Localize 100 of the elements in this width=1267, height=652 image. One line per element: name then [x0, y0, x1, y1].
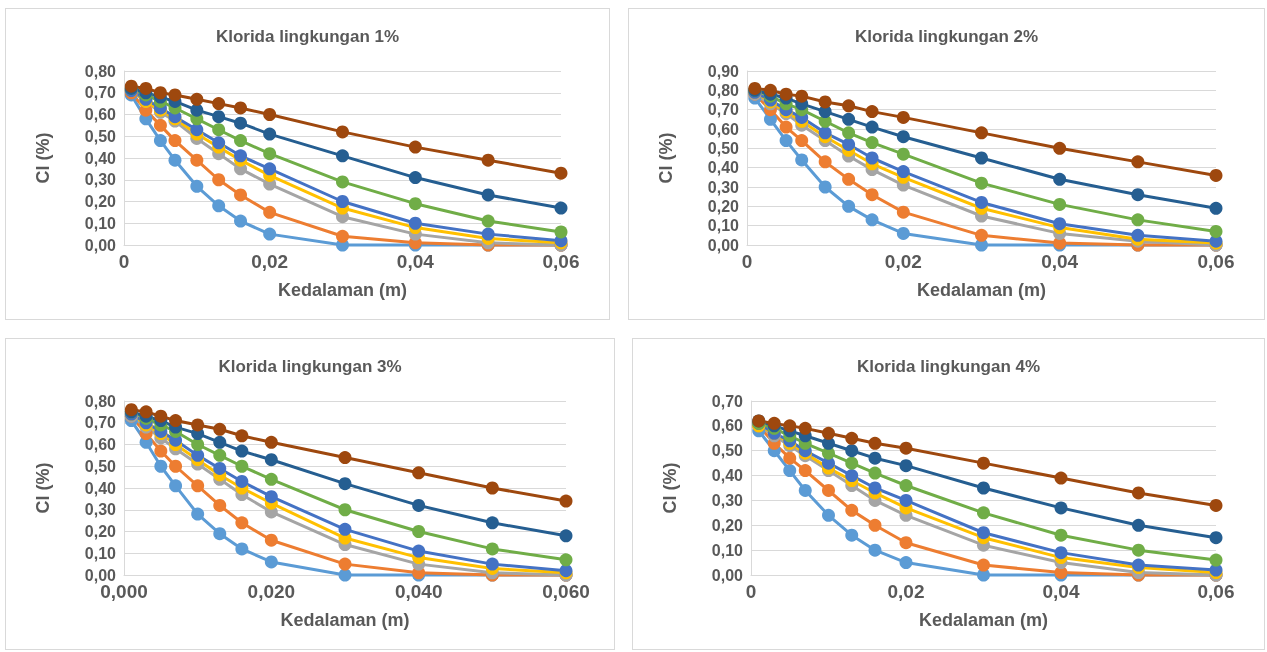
point	[763, 83, 777, 97]
point	[899, 493, 913, 507]
x-tick-label: 0,040	[394, 580, 443, 602]
point	[868, 481, 882, 495]
point	[213, 527, 227, 541]
point	[1209, 531, 1223, 545]
y-tick-label: 0,00	[707, 236, 740, 254]
y-tick-label: 0,90	[707, 62, 740, 80]
point	[977, 456, 990, 470]
point	[235, 542, 249, 556]
point	[845, 431, 859, 445]
point	[264, 453, 278, 467]
point	[822, 426, 835, 440]
y-tick-label: 0,10	[84, 544, 117, 562]
point	[408, 140, 422, 154]
point	[865, 136, 879, 150]
point	[779, 120, 793, 134]
point	[899, 556, 913, 570]
point	[191, 507, 205, 521]
point	[485, 542, 499, 556]
point	[977, 558, 990, 572]
point	[153, 134, 167, 148]
chart-title: Klorida lingkungan 2%	[854, 27, 1039, 46]
point	[1209, 553, 1223, 567]
x-tick-label: 0,060	[542, 580, 590, 602]
y-tick-label: 0,50	[84, 457, 117, 475]
point	[1054, 528, 1068, 542]
point	[818, 95, 832, 109]
point	[842, 112, 856, 126]
point	[264, 472, 278, 486]
point	[868, 466, 882, 480]
point	[153, 86, 167, 100]
point	[191, 438, 205, 451]
x-tick-label: 0,06	[1197, 250, 1235, 272]
point	[263, 127, 277, 141]
point	[554, 225, 568, 239]
point	[1209, 168, 1223, 182]
point	[554, 166, 568, 180]
point	[977, 526, 990, 540]
point	[190, 92, 204, 106]
point	[264, 490, 278, 504]
point	[213, 448, 227, 462]
point	[190, 103, 204, 117]
point	[235, 516, 249, 530]
point	[896, 205, 910, 219]
point	[234, 188, 248, 202]
point	[264, 533, 278, 547]
point	[779, 134, 793, 148]
y-tick-label: 0,10	[711, 541, 744, 559]
chart-title: Klorida lingkungan 4%	[856, 357, 1041, 376]
point	[212, 123, 226, 137]
y-tick-label: 0,40	[84, 479, 117, 497]
point	[896, 110, 910, 124]
point	[1054, 471, 1068, 485]
point	[235, 474, 249, 488]
point	[408, 216, 422, 230]
point	[213, 422, 227, 436]
x-tick-label: 0,06	[542, 250, 580, 272]
x-tick-label: 0	[741, 250, 753, 272]
x-tick-label: 0,02	[884, 250, 922, 272]
x-tick-label: 0,04	[396, 250, 435, 272]
point	[168, 153, 182, 167]
y-tick-label: 0,80	[84, 392, 117, 410]
y-tick-label: 0,60	[707, 120, 740, 138]
point	[1053, 141, 1067, 155]
y-tick-label: 0,30	[711, 491, 744, 509]
point	[865, 105, 879, 119]
y-tick-label: 0,40	[707, 159, 740, 177]
point	[845, 469, 859, 483]
point	[190, 153, 204, 167]
point	[865, 188, 879, 202]
point	[235, 429, 249, 443]
point	[212, 199, 226, 213]
y-tick-label: 0,30	[84, 171, 117, 189]
point	[263, 227, 277, 241]
point	[1053, 217, 1067, 231]
point	[899, 459, 913, 473]
point	[868, 518, 882, 532]
point	[190, 123, 204, 137]
point	[1054, 501, 1068, 515]
point	[338, 477, 352, 491]
y-tick-label: 0,50	[84, 127, 117, 145]
point	[559, 529, 573, 543]
point	[779, 87, 793, 101]
point	[213, 435, 227, 449]
point	[845, 444, 859, 458]
point	[899, 536, 913, 550]
point	[842, 137, 856, 151]
y-tick-label: 0,40	[84, 149, 117, 167]
point	[798, 464, 812, 478]
x-tick-label: 0	[118, 250, 130, 272]
y-tick-label: 0,10	[707, 217, 740, 235]
point	[1053, 197, 1067, 211]
point	[1053, 172, 1067, 186]
y-tick-label: 0,70	[707, 101, 740, 119]
point	[896, 130, 910, 144]
point	[191, 448, 205, 462]
y-tick-label: 0,00	[84, 236, 117, 254]
point	[795, 89, 809, 103]
point	[234, 134, 248, 148]
